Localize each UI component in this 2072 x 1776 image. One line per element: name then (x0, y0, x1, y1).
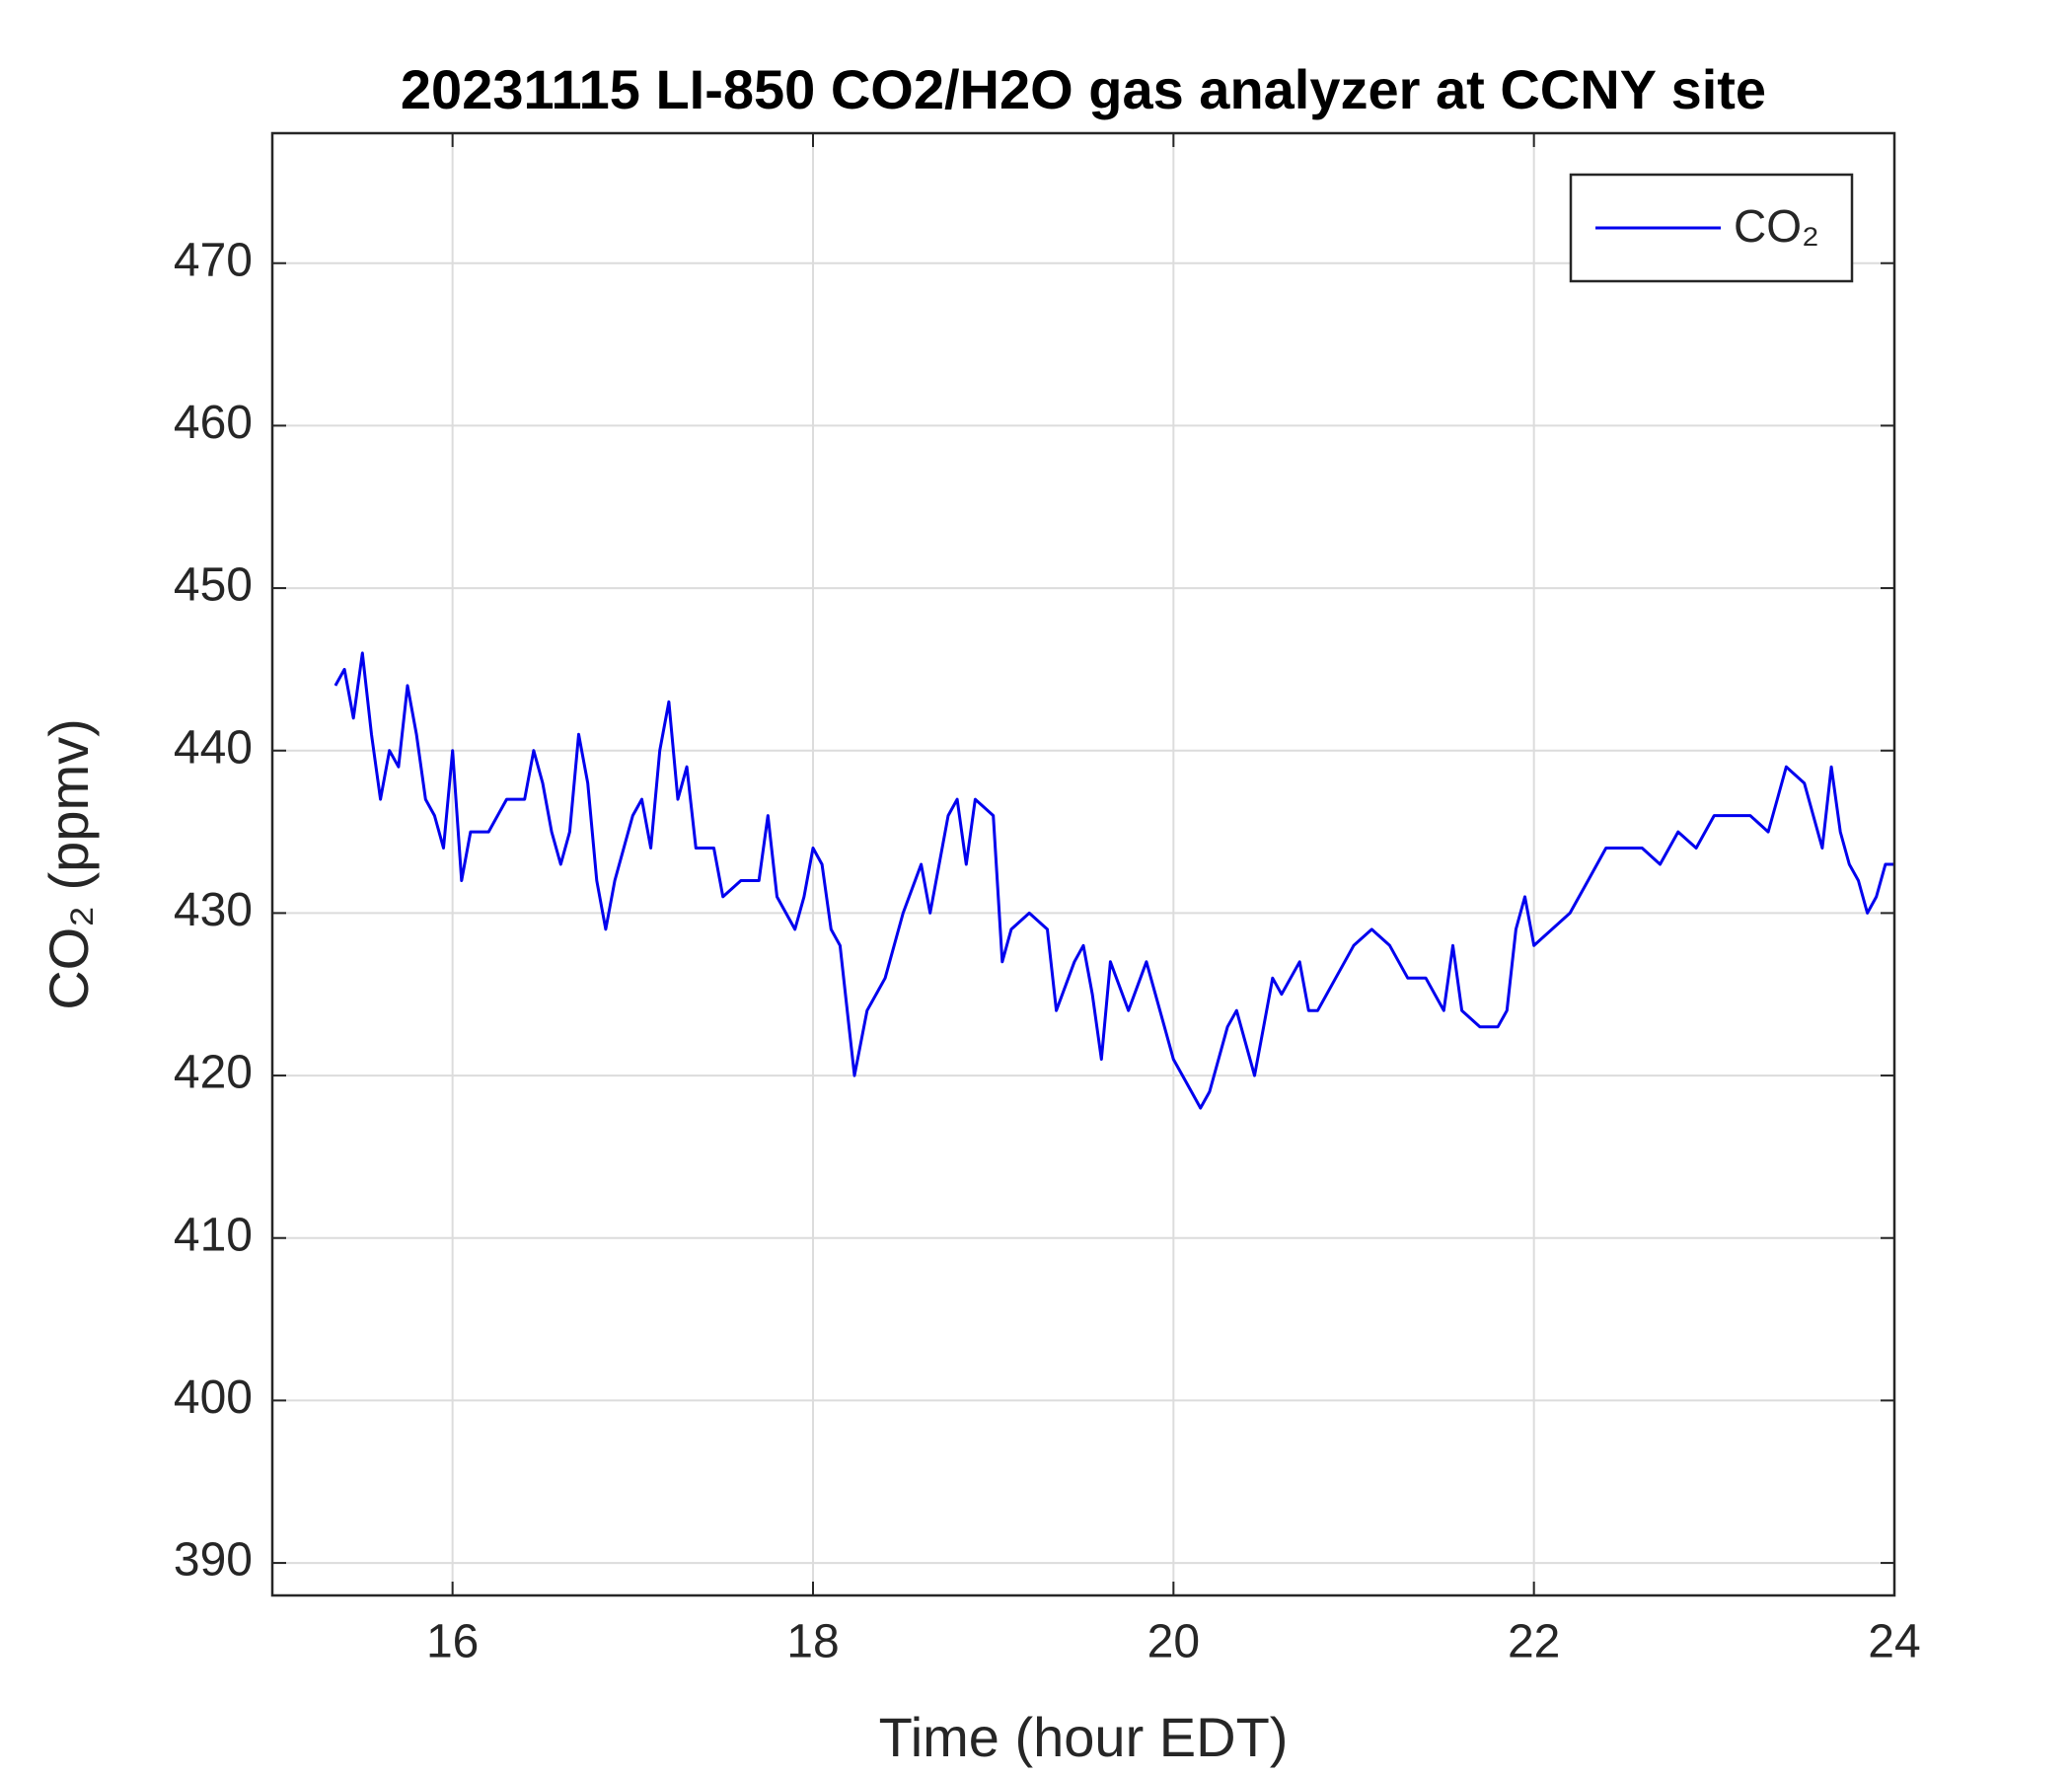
chart-title: 20231115 LI-850 CO2/H2O gas analyzer at … (401, 58, 1766, 120)
y-tick-label: 410 (174, 1209, 253, 1261)
x-tick-label: 24 (1868, 1616, 1920, 1668)
data-line (333, 651, 1894, 1110)
y-tick-label: 450 (174, 559, 253, 612)
x-tick-label: 16 (426, 1616, 479, 1668)
legend: CO₂ (1569, 173, 1854, 283)
y-tick-label: 390 (174, 1534, 253, 1587)
y-axis-label: CO₂ (ppmv) (37, 718, 100, 1010)
axes-box (270, 131, 1896, 1597)
legend-label: CO₂ (1734, 200, 1819, 252)
x-tick-label: 18 (786, 1616, 839, 1668)
y-tick-label: 420 (174, 1047, 253, 1099)
y-tick-label: 400 (174, 1371, 253, 1424)
y-tick-label: 440 (174, 721, 253, 774)
x-tick-label: 20 (1147, 1616, 1200, 1668)
y-tick-label: 460 (174, 397, 253, 449)
grid (272, 133, 1895, 1595)
y-tick-label: 470 (174, 234, 253, 286)
y-tick-label: 430 (174, 884, 253, 936)
x-axis-label: Time (hour EDT) (879, 1706, 1289, 1768)
x-tick-label: 22 (1508, 1616, 1560, 1668)
plot (333, 651, 1894, 1110)
